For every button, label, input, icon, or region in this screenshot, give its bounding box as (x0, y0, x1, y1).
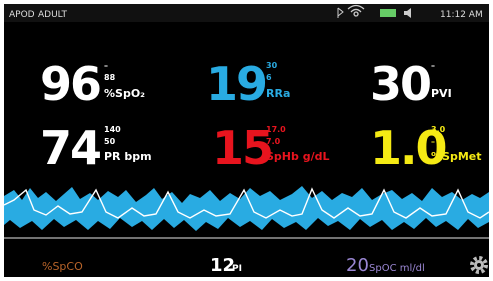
spoc-label: SpOC ml/dl (369, 263, 425, 274)
pi-label: PI (232, 264, 242, 274)
pr-low: 50 (104, 137, 116, 146)
rra-low: 6 (266, 73, 272, 82)
spo2-high: – (104, 61, 108, 70)
rra-label: RRa (266, 87, 290, 100)
spmet-low: – (431, 137, 435, 146)
battery-icon (380, 9, 396, 17)
pvi-value: 30 (370, 57, 430, 111)
patient: ADULT (38, 10, 67, 20)
spmet-high: 3.0 (431, 125, 446, 134)
pvi-high: – (431, 61, 435, 70)
rra-high: 30 (266, 61, 278, 70)
clock: 11:12 AM (440, 10, 483, 20)
pr-value: 74 (40, 121, 100, 175)
spo2-value: 96 (40, 57, 100, 111)
spoc-value: 20 (346, 255, 369, 276)
sphb-label: SpHb g/dL (266, 150, 329, 163)
spmet-label: %SpMet (431, 150, 481, 163)
pr-label: PR bpm (104, 150, 152, 163)
monitor-screen: APOD ADULT 11:12 AM 96 – 88 %SpO₂ 19 30 … (0, 0, 493, 281)
mode: APOD (9, 10, 35, 20)
spco-label: %SpCO (42, 260, 83, 273)
status-bar (4, 4, 489, 22)
gear-hole (477, 263, 481, 267)
sphb-value: 15 (212, 121, 272, 175)
spo2-label: %SpO₂ (104, 87, 145, 100)
sphb-low: 7.0 (266, 137, 281, 146)
pvi-label: PVI (431, 87, 452, 100)
pr-high: 140 (104, 125, 121, 134)
spo2-low: 88 (104, 73, 116, 82)
rra-value: 19 (206, 57, 266, 111)
sphb-high: 17.0 (266, 125, 286, 134)
